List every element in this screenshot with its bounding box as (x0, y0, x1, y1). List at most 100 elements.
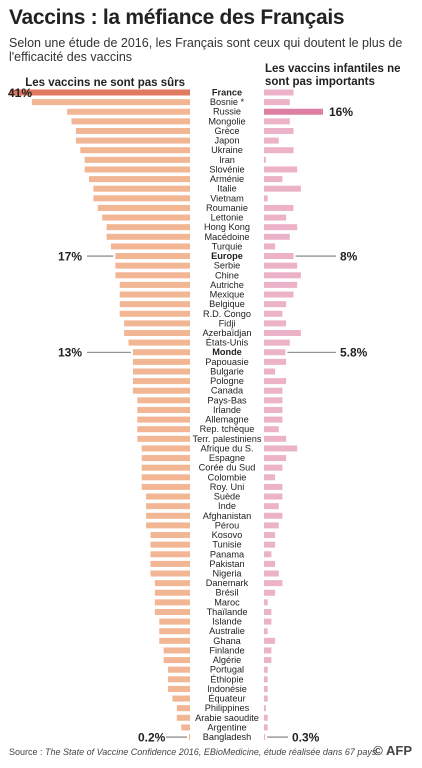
bar-unimportant-inde (264, 503, 279, 510)
bar-unsafe-australie (159, 628, 190, 635)
category-label-bulgarie: Bulgarie (210, 366, 244, 376)
bar-unimportant-thailande (264, 608, 272, 615)
category-label-bosnie: Bosnie * (210, 97, 245, 107)
bar-unsafe-bresil (154, 589, 190, 596)
bar-unsafe-mongolie (71, 118, 190, 125)
category-label-suede: Suède (214, 492, 241, 502)
category-label-bangladesh: Bangladesh (203, 732, 252, 742)
category-label-perou: Pérou (215, 520, 240, 530)
category-label-etats-unis: États-Unis (206, 338, 249, 348)
bar-unsafe-espagne (141, 455, 190, 462)
category-label-afghanistan: Afghanistan (203, 511, 252, 521)
category-label-panama: Panama (210, 549, 245, 559)
left-bars-group (10, 89, 191, 741)
category-label-slovenie: Slovénie (209, 164, 244, 174)
bar-unimportant-rep-tcheque (264, 426, 279, 433)
category-label-grece: Grèce (214, 126, 239, 136)
bar-unsafe-nigeria (150, 570, 190, 577)
bar-unimportant-kosovo (264, 532, 276, 539)
bar-unsafe-canada (132, 387, 190, 394)
bar-unsafe-pays-bas (137, 397, 190, 404)
bar-unimportant-canada (264, 387, 283, 394)
bar-unsafe-allemagne (137, 416, 190, 423)
bar-unsafe-terr-palestiniens (137, 435, 190, 442)
bar-unsafe-algerie (163, 657, 190, 664)
bar-unsafe-slovenie (84, 166, 190, 173)
category-label-iran: Iran (219, 155, 235, 165)
category-label-r-d-congo: R.D. Congo (203, 309, 251, 319)
bar-unsafe-lettonie (102, 214, 190, 221)
bar-unimportant-fidji (264, 320, 287, 327)
category-label-serbie: Serbie (214, 261, 241, 271)
bar-unimportant-coree-du-sud (264, 464, 283, 471)
bar-unsafe-ukraine (80, 147, 190, 154)
category-label-italie: Italie (217, 184, 236, 194)
bar-unsafe-serbie (115, 262, 190, 269)
category-label-ukraine: Ukraine (211, 145, 243, 155)
bar-unsafe-pologne (132, 378, 190, 385)
category-label-russie: Russie (213, 107, 241, 117)
category-label-vietnam: Vietnam (210, 193, 244, 203)
bar-unimportant-arabie-saoudite (264, 714, 268, 721)
bar-unimportant-lettonie (264, 214, 287, 221)
annotation-unsafe-europe: 17% (58, 250, 82, 264)
bar-unimportant-papouasie (264, 358, 287, 365)
bar-unsafe-pakistan (150, 560, 190, 567)
annotations-group: 41% 17% 13% 0.2% 16% 8% 5.8% 0.3% (8, 86, 368, 745)
bar-unsafe-grece (75, 127, 190, 134)
bar-unsafe-japon (75, 137, 190, 144)
afp-logo: © AFP (373, 743, 412, 758)
bar-unimportant-france (264, 89, 294, 96)
category-label-rep-tcheque: Rep. tchèque (200, 424, 255, 434)
bar-unsafe-russie (67, 108, 190, 115)
bar-unimportant-panama (264, 551, 272, 558)
bar-unsafe-afrique-du-s (141, 445, 190, 452)
bar-unimportant-afghanistan (264, 512, 283, 519)
category-label-chine: Chine (215, 270, 239, 280)
bar-unimportant-pologne (264, 378, 287, 385)
bar-unimportant-turquie (264, 243, 276, 250)
bar-unsafe-bangladesh (189, 734, 190, 741)
bar-unsafe-iran (84, 156, 190, 163)
bar-unsafe-ethiopie (168, 676, 190, 683)
category-label-japon: Japon (214, 136, 239, 146)
category-label-ethiopie: Éthiopie (210, 674, 243, 684)
bar-unimportant-azerbaidjan (264, 330, 301, 336)
category-label-allemagne: Allemagne (205, 415, 248, 425)
bar-unimportant-perou (264, 522, 279, 529)
bar-unsafe-tunisie (150, 541, 190, 548)
bar-unsafe-thailande (154, 608, 190, 615)
category-label-pays-bas: Pays-Bas (207, 395, 247, 405)
bar-unsafe-suede (146, 493, 190, 500)
bar-unsafe-bosnie (31, 99, 191, 106)
bar-unsafe-maroc (154, 599, 190, 606)
category-label-ghana: Ghana (213, 636, 241, 646)
category-label-europe: Europe (211, 251, 243, 261)
bar-unimportant-hong-kong (264, 224, 298, 231)
bar-unimportant-maroc (264, 599, 268, 606)
category-label-papouasie: Papouasie (205, 357, 248, 367)
bar-unsafe-bulgarie (132, 368, 190, 375)
bar-unsafe-roumanie (97, 204, 190, 211)
category-label-kosovo: Kosovo (212, 530, 243, 540)
category-label-canada: Canada (211, 386, 244, 396)
category-label-coree-du-sud: Corée du Sud (199, 463, 256, 473)
bar-unimportant-mongolie (264, 118, 290, 125)
category-label-australie: Australie (209, 626, 245, 636)
bar-unsafe-azerbaidjan (124, 330, 190, 336)
bar-unimportant-japon (264, 137, 279, 144)
source-note: Source : The State of Vaccine Confidence… (9, 747, 376, 757)
bar-unsafe-armenie (89, 176, 190, 183)
category-label-macedoine: Macédoine (205, 232, 250, 242)
category-label-monde: Monde (212, 347, 242, 357)
bar-unsafe-afghanistan (146, 512, 190, 519)
category-label-portugal: Portugal (210, 665, 244, 675)
bar-unimportant-autriche (264, 281, 298, 288)
bar-unimportant-equateur (264, 695, 268, 702)
bar-unsafe-islande (159, 618, 190, 625)
bar-unsafe-colombie (141, 474, 190, 481)
right-series-header-line1: Les vaccins infantiles ne (265, 63, 401, 75)
category-label-indonesie: Indonésie (207, 684, 247, 694)
